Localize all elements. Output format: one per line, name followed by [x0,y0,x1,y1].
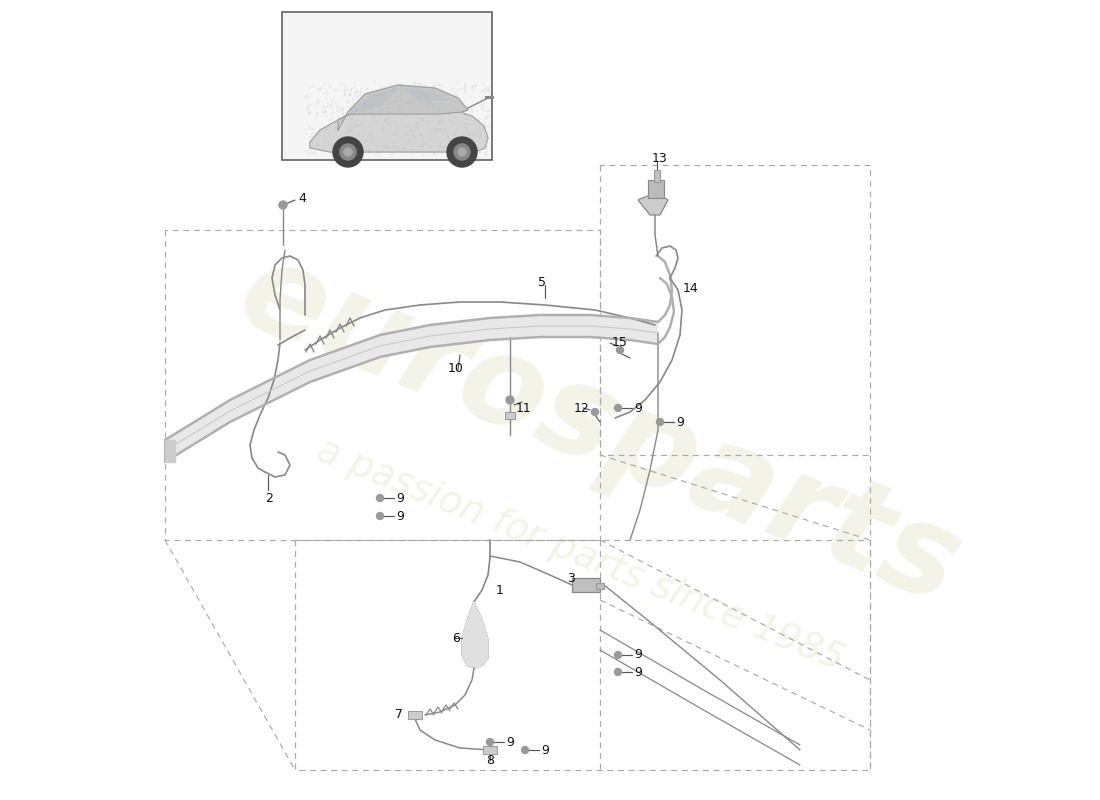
Text: 3: 3 [566,571,575,585]
Circle shape [376,494,384,502]
Polygon shape [165,315,658,462]
Text: 15: 15 [612,337,628,350]
Circle shape [615,405,622,411]
Text: eurosparts: eurosparts [222,230,978,630]
Bar [648,180,664,198]
Text: 9: 9 [541,743,549,757]
Circle shape [340,144,356,160]
Text: 9: 9 [506,735,514,749]
Bar [483,746,497,754]
Text: 8: 8 [486,754,494,766]
Text: 9: 9 [634,666,642,678]
Text: 12: 12 [574,402,590,414]
Circle shape [447,137,477,167]
Bar [505,411,515,418]
Text: 11: 11 [516,402,531,414]
Circle shape [592,409,598,415]
Bar [408,711,422,719]
Text: 13: 13 [652,151,668,165]
Circle shape [458,148,466,156]
Polygon shape [165,440,175,462]
Text: a passion for parts since 1985: a passion for parts since 1985 [311,432,849,678]
Text: 6: 6 [452,631,460,645]
Circle shape [376,513,384,519]
Polygon shape [638,195,668,215]
Text: 5: 5 [538,275,546,289]
Text: 4: 4 [298,193,306,206]
Circle shape [333,137,363,167]
Circle shape [506,396,514,404]
Circle shape [454,144,470,160]
Circle shape [279,201,287,209]
Circle shape [486,738,494,746]
Circle shape [521,746,528,754]
Circle shape [344,148,352,156]
Polygon shape [310,105,488,152]
Text: 10: 10 [448,362,464,374]
Bar [596,583,604,589]
Bar [282,12,492,160]
Text: 2: 2 [265,491,273,505]
Text: 14: 14 [683,282,698,294]
Text: 1: 1 [496,583,504,597]
Polygon shape [405,89,448,100]
Text: 9: 9 [676,415,684,429]
Text: 9: 9 [634,402,642,414]
Polygon shape [352,88,398,112]
Text: 9: 9 [396,491,404,505]
Circle shape [615,669,622,675]
Circle shape [615,651,622,658]
Bar [572,578,600,592]
Text: 7: 7 [395,709,403,722]
Polygon shape [338,85,468,130]
Circle shape [657,418,663,426]
Polygon shape [462,602,488,668]
Text: 9: 9 [396,510,404,522]
Circle shape [616,346,624,354]
Text: 9: 9 [634,649,642,662]
Bar [654,170,660,182]
